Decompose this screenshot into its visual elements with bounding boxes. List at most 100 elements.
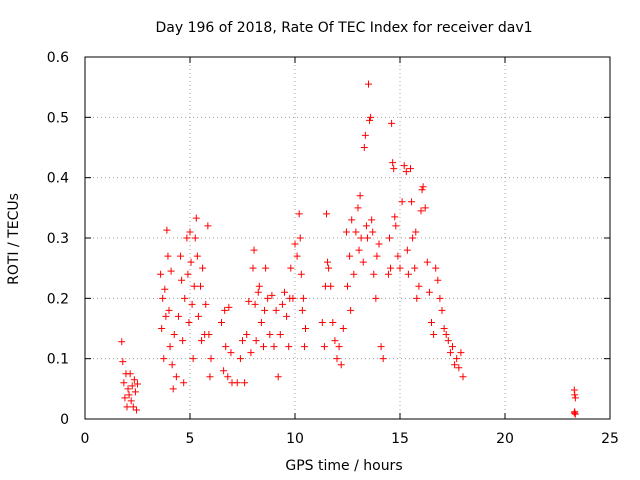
data-point xyxy=(403,246,411,254)
data-point xyxy=(446,349,454,357)
data-point xyxy=(188,300,196,308)
data-point xyxy=(118,338,126,346)
data-point xyxy=(411,264,419,272)
data-point xyxy=(233,379,241,387)
data-point xyxy=(440,325,448,332)
data-point xyxy=(455,364,463,372)
data-point xyxy=(413,294,421,302)
data-point xyxy=(129,403,137,411)
data-point xyxy=(225,303,233,311)
data-point xyxy=(170,331,178,339)
data-point xyxy=(571,394,579,402)
data-point xyxy=(289,294,297,302)
data-point xyxy=(197,282,204,290)
data-point xyxy=(134,380,141,388)
data-point xyxy=(442,331,450,339)
data-point xyxy=(384,270,392,278)
data-point xyxy=(239,337,246,345)
data-point xyxy=(160,355,168,363)
data-point xyxy=(243,331,251,339)
data-point xyxy=(389,159,397,167)
x-tick-label: 20 xyxy=(496,431,514,447)
data-point xyxy=(352,228,360,236)
data-point xyxy=(131,388,139,396)
data-point xyxy=(367,113,375,121)
data-point xyxy=(418,186,426,194)
data-point xyxy=(375,240,383,248)
data-point xyxy=(400,162,408,170)
data-point xyxy=(342,228,350,236)
data-point xyxy=(270,343,278,351)
data-point xyxy=(125,391,133,399)
y-tick-label: 0.2 xyxy=(47,291,69,307)
data-point xyxy=(571,391,579,399)
data-point xyxy=(453,355,461,363)
data-point xyxy=(379,355,387,363)
data-point xyxy=(198,337,206,345)
data-points xyxy=(118,80,579,418)
data-point xyxy=(407,165,414,173)
data-point xyxy=(419,183,427,191)
data-point xyxy=(224,373,232,381)
data-point xyxy=(348,216,356,224)
data-point xyxy=(293,252,301,260)
data-point xyxy=(241,379,249,387)
data-point xyxy=(220,367,228,375)
data-point xyxy=(276,331,284,339)
data-point xyxy=(158,325,166,332)
data-point xyxy=(159,294,167,302)
data-point xyxy=(412,228,420,236)
data-point xyxy=(296,234,304,242)
data-point xyxy=(430,331,438,339)
data-point xyxy=(162,312,170,320)
data-point xyxy=(169,385,177,393)
data-point xyxy=(451,361,459,369)
data-point xyxy=(185,318,193,326)
data-point xyxy=(444,337,452,345)
data-point xyxy=(168,361,176,369)
data-point xyxy=(180,379,188,387)
data-point xyxy=(299,294,307,302)
data-point xyxy=(247,349,255,357)
data-point xyxy=(121,394,129,402)
data-point xyxy=(402,168,410,176)
data-point xyxy=(218,318,225,326)
data-point xyxy=(327,282,335,290)
data-point xyxy=(398,198,406,206)
data-point xyxy=(283,312,291,320)
data-point xyxy=(356,192,364,200)
data-point xyxy=(386,234,393,242)
data-point xyxy=(127,397,135,405)
data-point xyxy=(254,288,262,296)
data-point xyxy=(329,318,337,326)
data-point xyxy=(189,355,197,363)
data-point xyxy=(323,210,330,218)
data-point xyxy=(344,282,351,290)
data-point xyxy=(388,119,396,127)
data-point xyxy=(449,343,456,351)
data-point xyxy=(370,270,378,278)
data-point xyxy=(434,276,442,284)
data-point xyxy=(245,297,253,305)
data-point xyxy=(272,306,280,314)
data-point xyxy=(285,343,293,351)
data-point xyxy=(396,264,404,272)
data-point xyxy=(360,144,368,151)
y-tick-label: 0.4 xyxy=(47,171,69,187)
data-point xyxy=(165,306,173,314)
data-point xyxy=(222,343,230,351)
x-tick-labels: 0 5 10 15 20 25 xyxy=(81,431,619,447)
data-point xyxy=(287,264,295,272)
y-tick-label: 0.3 xyxy=(47,231,69,247)
data-point xyxy=(354,204,362,212)
data-point xyxy=(163,226,171,234)
data-point xyxy=(181,294,189,302)
data-point xyxy=(346,252,354,260)
data-point xyxy=(202,300,210,308)
data-point xyxy=(302,325,309,332)
x-axis-label: GPS time / hours xyxy=(285,458,402,474)
data-point xyxy=(130,376,138,384)
data-point xyxy=(183,234,191,242)
data-point xyxy=(333,355,341,363)
